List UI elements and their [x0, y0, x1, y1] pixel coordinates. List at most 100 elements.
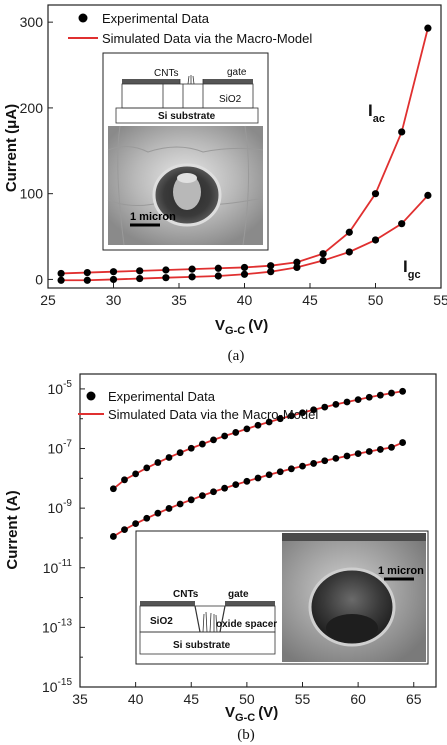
data-point-b: [143, 464, 151, 472]
data-point-b: [354, 450, 362, 457]
data-point-a: [214, 272, 222, 280]
data-point-b: [388, 389, 395, 397]
inset-a: CNTs gate SiO2 Si substrate 1 micron: [102, 52, 269, 251]
y-tick-label-b: 10-9: [48, 498, 73, 516]
data-point-a: [345, 248, 353, 256]
x-tick-label-b: 40: [128, 691, 144, 707]
schematic-b: CNTs gate SiO2 oxide spacer Si substrate: [139, 589, 277, 655]
data-point-b: [354, 396, 362, 404]
x-tick-label-a: 30: [106, 292, 122, 308]
data-point-b: [388, 443, 395, 451]
curve-label-igc: Igc: [403, 257, 421, 281]
data-point-a: [136, 267, 144, 275]
sem-image-a: 1 micron: [107, 125, 264, 246]
data-point-a: [267, 268, 275, 276]
panel-label-a: (a): [228, 348, 245, 364]
data-point-a: [424, 191, 432, 199]
data-point-a: [109, 275, 118, 284]
inset-b: CNTs gate SiO2 oxide spacer Si substrate…: [135, 530, 429, 665]
data-point-b: [265, 471, 273, 479]
x-axis-label-a: VG-C (V): [215, 317, 268, 337]
data-point-b: [287, 465, 295, 473]
y-axis-label-b: Current (A): [4, 490, 21, 569]
legend-label-experimental-a: Experimental Data: [102, 11, 210, 26]
inset-scale-label-b: 1 micron: [378, 565, 424, 577]
data-point-a: [188, 273, 196, 281]
data-point-b: [154, 459, 162, 466]
data-point-b: [254, 474, 262, 482]
data-point-b: [243, 425, 251, 433]
y-tick-label-a: 200: [20, 100, 44, 116]
plot-frame-b: [79, 373, 437, 688]
data-point-b: [343, 398, 351, 406]
data-point-a: [57, 269, 65, 278]
data-point-b: [310, 460, 318, 467]
inset-label-substrate-a: Si substrate: [158, 111, 216, 122]
inset-label-gate-a: gate: [227, 67, 247, 78]
data-point-b: [399, 387, 407, 395]
y-tick-label-b: 10-7: [48, 439, 73, 457]
data-point-b: [299, 462, 306, 470]
data-point-a: [136, 274, 144, 283]
panel-b: 35 40 45 50 55 60 65 10-5 10-7 10-9 10-11 10-13 10-1…: [4, 373, 437, 743]
data-point-b: [376, 446, 384, 453]
x-tick-label-a: 50: [368, 292, 384, 308]
data-point-b: [121, 526, 128, 534]
x-axis-label-b: VG-C (V): [225, 704, 278, 724]
data-point-a: [240, 263, 249, 272]
data-point-b: [332, 401, 340, 408]
data-point-b: [399, 439, 407, 446]
data-point-a: [109, 268, 118, 276]
data-point-b: [165, 454, 173, 461]
data-point-a: [319, 250, 327, 258]
data-point-a: [214, 264, 222, 272]
y-tick-label-b: 10-15: [42, 677, 72, 695]
data-point-a: [319, 256, 327, 265]
legend-b: Experimental Data Simulated Data via the…: [78, 389, 318, 422]
x-tick-label-b: 35: [72, 691, 88, 707]
x-tick-label-b: 50: [239, 691, 255, 707]
data-point-b: [243, 477, 251, 485]
data-point-b: [276, 415, 284, 423]
y-tick-label-a: 300: [20, 14, 44, 30]
legend-marker-experimental-a: [78, 13, 88, 23]
axis-ticks-a: 25 30 35 40 45 50 55 0 100 200 300: [20, 14, 447, 308]
data-point-b: [132, 470, 140, 478]
inset-label-substrate-b: Si substrate: [173, 640, 231, 651]
x-tick-label-b: 65: [406, 691, 422, 707]
inset-label-cnts-b: CNTs: [173, 589, 199, 600]
y-axis-label-a: Current (μA): [3, 104, 20, 192]
data-point-b: [187, 444, 195, 452]
sem-image-b: 1 micron: [282, 533, 426, 662]
data-point-a: [293, 263, 301, 272]
data-point-b: [109, 533, 117, 540]
x-tick-label-a: 55: [433, 292, 447, 308]
data-point-b: [321, 457, 329, 465]
data-point-b: [276, 468, 284, 476]
data-point-b: [221, 432, 229, 440]
data-point-a: [57, 276, 65, 284]
data-point-a: [162, 266, 170, 274]
inset-label-gate-b: gate: [228, 589, 249, 600]
data-point-b: [254, 421, 262, 429]
data-point-b: [143, 514, 151, 522]
panel-label-b: (b): [237, 727, 255, 743]
data-point-a: [371, 190, 380, 198]
data-point-a: [83, 268, 91, 277]
data-point-a: [162, 274, 170, 282]
inset-label-sio2-a: SiO2: [219, 94, 242, 105]
data-point-b: [287, 412, 295, 420]
data-point-b: [365, 448, 373, 455]
axis-ticks-b: 35 40 45 50 55 60 65 10-5 10-7 10-9 10-11 10-13 10-1…: [42, 379, 422, 707]
data-point-b: [232, 429, 240, 436]
data-point-b: [232, 481, 240, 488]
data-point-a: [371, 236, 380, 244]
panel-a: 25 30 35 40 45 50 55 0 100 200 300 Experimental Da…: [3, 4, 447, 364]
data-point-b: [332, 454, 340, 462]
x-tick-label-b: 45: [183, 691, 199, 707]
series-points-a: [57, 24, 432, 284]
data-point-a: [424, 24, 432, 32]
data-point-b: [210, 488, 217, 496]
legend-marker-experimental-b: [86, 391, 96, 401]
